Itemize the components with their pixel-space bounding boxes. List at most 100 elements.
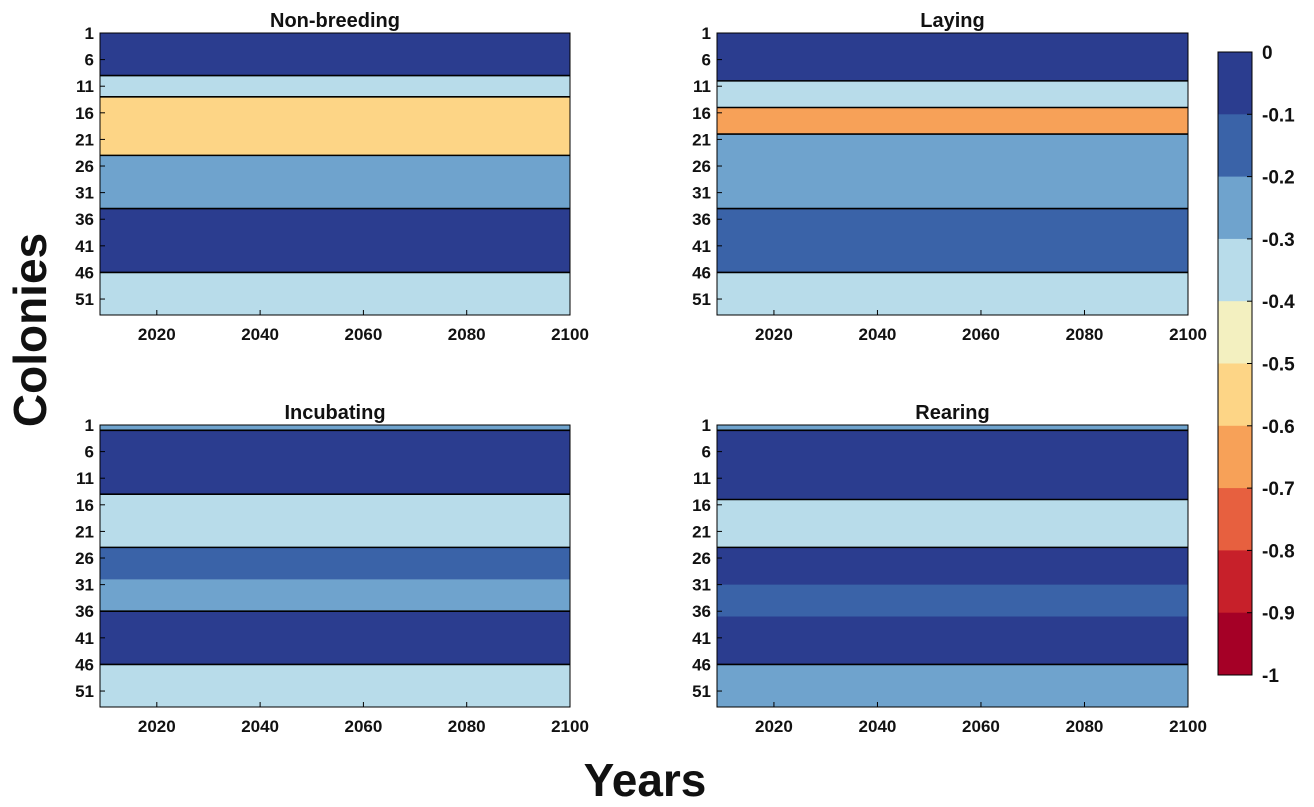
heat-band (717, 584, 1188, 617)
colorbar-tick-label: -0.4 (1262, 292, 1295, 313)
y-tick-label: 36 (75, 210, 94, 229)
colorbar-segment (1218, 238, 1252, 302)
y-tick-label: 41 (692, 629, 711, 648)
y-tick-label: 36 (692, 602, 711, 621)
colorbar-segment (1218, 363, 1252, 427)
panel-frame (716, 424, 1189, 708)
colorbar-tick-label: -0.7 (1262, 479, 1295, 500)
x-tick-label: 2020 (138, 717, 176, 736)
y-tick-label: 46 (692, 655, 711, 674)
y-tick-label: 26 (75, 157, 94, 176)
x-tick-label: 2020 (755, 325, 793, 344)
y-tick-label: 26 (692, 549, 711, 568)
y-tick-label: 21 (75, 522, 94, 541)
y-tick-label: 6 (85, 51, 94, 70)
y-tick-label: 21 (692, 130, 711, 149)
x-tick-label: 2100 (1169, 325, 1207, 344)
heat-band (100, 579, 570, 612)
colorbar-tick-label: -0.1 (1262, 105, 1295, 126)
y-tick-label: 31 (692, 184, 711, 203)
heat-band (717, 107, 1188, 135)
panel-title: Rearing (915, 402, 989, 424)
y-tick-label: 26 (692, 157, 711, 176)
colorbar-segment (1218, 176, 1252, 240)
y-tick-label: 41 (75, 629, 94, 648)
y-tick-label: 1 (85, 416, 94, 435)
y-tick-label: 46 (692, 263, 711, 282)
colorbar-segment (1218, 488, 1252, 551)
colorbar-segment (1218, 612, 1252, 676)
heat-band (100, 494, 570, 548)
y-tick-label: 51 (75, 290, 94, 309)
heat-band (100, 664, 570, 707)
y-tick-label: 11 (76, 77, 94, 96)
panel-frame (99, 32, 571, 316)
y-tick-label: 41 (75, 237, 94, 256)
colorbar-tick-label: -0.2 (1262, 168, 1295, 189)
y-tick-label: 11 (693, 77, 711, 96)
y-tick-label: 21 (692, 522, 711, 541)
colorbar-tick-label: -0.5 (1262, 355, 1295, 376)
x-tick-label: 2020 (755, 717, 793, 736)
y-tick-label: 46 (75, 655, 94, 674)
heat-band (100, 33, 570, 76)
heat-band (717, 430, 1188, 500)
y-tick-label: 16 (692, 496, 711, 515)
colorbar-segment (1218, 550, 1252, 614)
colorbar-tick-label: -0.6 (1262, 417, 1295, 438)
heat-band (717, 499, 1188, 548)
colorbar-tick-label: 0 (1262, 43, 1273, 64)
panel-frame (716, 32, 1189, 316)
panel-title: Laying (920, 10, 984, 32)
heat-band (100, 611, 570, 665)
panel-title: Incubating (284, 402, 385, 424)
heat-band (100, 425, 570, 431)
y-axis-label: Colonies (4, 233, 56, 427)
y-tick-label: 16 (692, 104, 711, 123)
y-tick-label: 21 (75, 130, 94, 149)
y-tick-label: 1 (702, 416, 711, 435)
y-tick-label: 6 (702, 51, 711, 70)
x-tick-label: 2080 (448, 325, 486, 344)
heat-band (717, 616, 1188, 665)
heat-band (100, 208, 570, 273)
y-tick-label: 46 (75, 263, 94, 282)
y-tick-label: 16 (75, 104, 94, 123)
colorbar: 0 -0.1 -0.2 -0.3 -0.4 -0.5 -0.6 -0.7 -0.8 -0.9 -1 (1217, 43, 1295, 687)
heat-band (100, 155, 570, 209)
y-tick-label: 11 (76, 469, 94, 488)
x-tick-label: 2100 (551, 717, 589, 736)
panel-title: Non-breeding (270, 10, 400, 32)
x-tick-label: 2040 (859, 325, 897, 344)
colorbar-tick-label: -0.8 (1262, 541, 1295, 562)
colorbar-segment (1218, 52, 1252, 115)
x-tick-label: 2060 (344, 717, 382, 736)
heat-band (100, 75, 570, 97)
y-tick-label: 31 (75, 184, 94, 203)
x-tick-label: 2060 (962, 325, 1000, 344)
heat-band (717, 664, 1188, 707)
heat-band (717, 33, 1188, 81)
heat-band (100, 96, 570, 156)
panel-frame (99, 424, 571, 708)
colorbar-segment (1218, 301, 1252, 364)
y-tick-label: 31 (75, 576, 94, 595)
x-tick-label: 2080 (1066, 717, 1104, 736)
x-tick-label: 2080 (1066, 325, 1104, 344)
colorbar-segment (1218, 114, 1252, 178)
y-tick-label: 51 (692, 682, 711, 701)
y-tick-label: 41 (692, 237, 711, 256)
heat-band (717, 208, 1188, 273)
x-tick-label: 2100 (551, 325, 589, 344)
colorbar-segment (1218, 425, 1252, 489)
y-tick-label: 16 (75, 496, 94, 515)
x-tick-label: 2060 (962, 717, 1000, 736)
x-tick-label: 2040 (241, 717, 279, 736)
colorbar-tick-label: -0.9 (1262, 604, 1295, 625)
x-tick-label: 2040 (859, 717, 897, 736)
heat-band (717, 80, 1188, 108)
